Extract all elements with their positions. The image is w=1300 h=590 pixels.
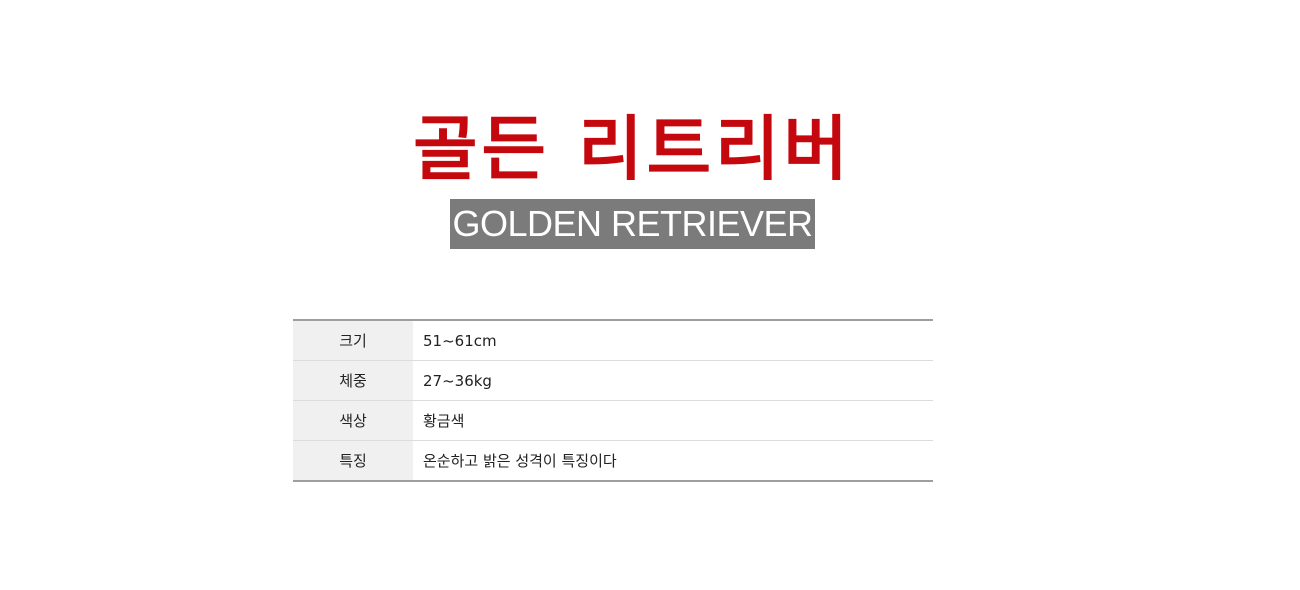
table-row: 특징 온순하고 밝은 성격이 특징이다: [293, 440, 933, 481]
table-row: 색상 황금색: [293, 400, 933, 441]
spec-table: 크기 51~61cm 체중 27~36kg 색상 황금색 특징 온순하고 밝은 …: [293, 319, 933, 482]
page-subtitle: GOLDEN RETRIEVER: [452, 203, 813, 244]
spec-value-trait: 온순하고 밝은 성격이 특징이다: [413, 440, 933, 481]
spec-value-color: 황금색: [413, 400, 933, 441]
spec-label-color: 색상: [293, 400, 413, 441]
subtitle-banner: GOLDEN RETRIEVER: [450, 199, 815, 249]
spec-label-trait: 특징: [293, 440, 413, 481]
table-row: 체중 27~36kg: [293, 360, 933, 401]
spec-label-size: 크기: [293, 320, 413, 361]
page-title: 골든 리트리버: [413, 108, 852, 190]
spec-label-weight: 체중: [293, 360, 413, 401]
spec-value-weight: 27~36kg: [413, 360, 933, 401]
spec-value-size: 51~61cm: [413, 320, 933, 361]
table-row: 크기 51~61cm: [293, 320, 933, 361]
